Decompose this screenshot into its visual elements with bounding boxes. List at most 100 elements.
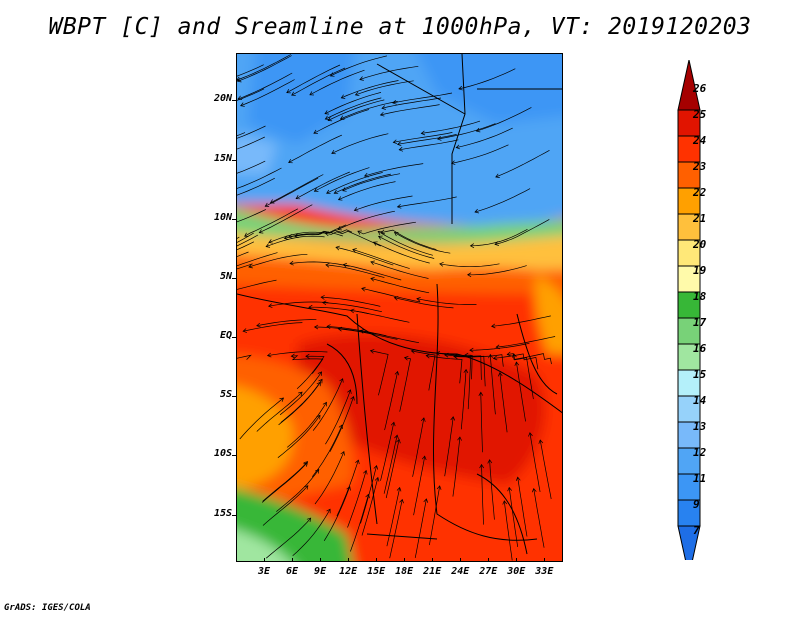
streamline	[237, 263, 253, 270]
streamline	[360, 465, 377, 524]
streamline	[343, 264, 402, 281]
shaded-field	[237, 54, 562, 561]
streamline	[516, 362, 526, 422]
streamline-arrowhead	[329, 72, 335, 77]
streamline-arrowhead	[370, 260, 375, 266]
streamline-arrowhead	[450, 416, 456, 421]
streamline	[411, 350, 436, 391]
streamline-arrowhead	[266, 352, 272, 358]
streamline	[331, 133, 389, 154]
streamline	[243, 322, 303, 332]
streamline	[288, 134, 343, 163]
y-tick-label: 5S	[219, 389, 232, 401]
streamline	[384, 371, 398, 431]
streamline-arrowhead	[258, 229, 264, 234]
streamline	[489, 354, 496, 415]
streamline	[499, 372, 508, 433]
streamline-arrowhead	[357, 230, 362, 235]
streamline-arrowhead	[436, 485, 442, 490]
streamline	[325, 389, 351, 445]
streamline-arrowhead	[313, 324, 319, 330]
streamline-arrowhead	[491, 323, 496, 329]
streamline	[470, 228, 528, 247]
y-tick-mark	[232, 277, 237, 279]
x-tick-mark	[404, 558, 406, 562]
streamline-arrowhead	[242, 328, 248, 333]
streamline	[237, 209, 267, 223]
streamline	[276, 469, 320, 512]
colorbar-label: 9	[693, 498, 700, 511]
streamline	[364, 163, 424, 177]
streamline-arrowhead	[394, 370, 400, 376]
y-tick-label: 15S	[213, 507, 232, 519]
streamline	[262, 485, 309, 526]
streamline-arrowhead	[326, 324, 331, 329]
streamline-arrowhead	[469, 347, 474, 353]
streamline	[267, 351, 328, 356]
streamline-arrowhead	[457, 436, 462, 441]
streamline	[347, 470, 367, 528]
streamline-arrowhead	[379, 111, 385, 117]
streamline	[413, 456, 426, 516]
streamline-arrowhead	[455, 144, 461, 150]
colorbar-label: 23	[693, 160, 707, 173]
streamline-arrowhead	[421, 455, 427, 461]
streamline-arrowhead	[392, 99, 397, 105]
streamline	[314, 451, 345, 505]
streamline-arrowhead	[340, 94, 346, 99]
x-tick-label: 15E	[367, 566, 386, 577]
streamline	[256, 319, 317, 327]
streamline-arrowhead	[369, 349, 375, 354]
streamline	[237, 160, 266, 174]
x-tick-mark	[488, 558, 490, 562]
streamline	[394, 297, 454, 309]
streamline	[237, 125, 266, 139]
streamline-arrowhead	[326, 508, 331, 514]
streamline-arrowhead	[506, 351, 512, 357]
streamline-arrowhead	[244, 232, 249, 237]
streamline-arrowhead	[437, 136, 442, 141]
streamline	[456, 127, 513, 148]
streamline-arrowhead	[339, 115, 345, 120]
streamline-arrowhead	[370, 276, 375, 282]
streamline-arrowhead	[322, 401, 327, 407]
streamline	[286, 402, 327, 448]
streamline	[386, 487, 401, 547]
streamline-arrowhead	[393, 295, 399, 301]
streamline-arrowhead	[340, 450, 345, 456]
streamline	[237, 241, 255, 251]
x-tick-mark	[516, 558, 518, 562]
streamline	[325, 264, 385, 278]
streamline-arrowhead	[316, 414, 321, 420]
streamline	[277, 415, 321, 458]
streamline	[355, 80, 414, 96]
streamline	[312, 378, 344, 431]
streamline	[237, 232, 254, 243]
x-tick-label: 9E	[314, 566, 327, 577]
x-tick-mark	[544, 558, 546, 562]
streamline-arrowhead	[420, 417, 426, 422]
streamline	[240, 79, 295, 107]
streamline	[314, 326, 375, 335]
streamline	[265, 517, 311, 559]
streamline	[248, 253, 308, 268]
y-tick-label: 20N	[213, 93, 232, 105]
y-tick-mark	[232, 337, 237, 339]
streamline	[291, 67, 346, 96]
streamline-arrowhead	[372, 241, 378, 246]
y-tick-mark	[232, 514, 237, 516]
x-tick-label: 24E	[451, 566, 470, 577]
streamline-arrowhead	[392, 139, 398, 145]
streamline-arrowhead	[467, 272, 472, 278]
streamline	[392, 92, 453, 104]
colorbar-label: 13	[693, 420, 707, 433]
streamline-arrowhead	[463, 368, 469, 374]
streamline-arrowhead	[488, 353, 493, 359]
x-tick-label: 30E	[507, 566, 526, 577]
streamline-arrowhead	[514, 361, 520, 366]
streamline-arrowhead	[265, 243, 271, 248]
streamline	[380, 422, 395, 481]
streamline	[268, 301, 329, 307]
streamline	[491, 315, 551, 327]
streamline-arrowhead	[420, 130, 426, 136]
